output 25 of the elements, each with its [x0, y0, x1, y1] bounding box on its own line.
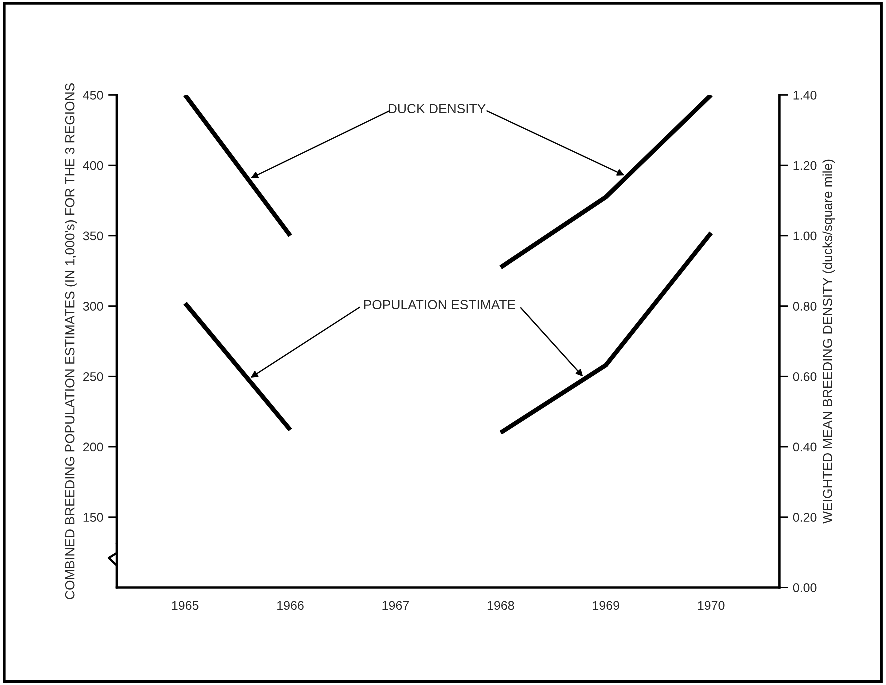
text: POPULATION ESTIMATE	[364, 300, 516, 310]
y2-tick-label: 0.40	[793, 442, 817, 452]
x-tick-label: 1968	[488, 601, 514, 610]
x-tick-label: 1969	[593, 601, 620, 610]
y-tick-label: 450	[83, 91, 104, 100]
y-axis-title: COMBINED BREEDING POPULATION ESTIMATES (IN 1,000's) FOR THE 3 REGIONS	[65, 83, 78, 600]
y2-tick-label: 0.60	[793, 372, 817, 382]
y2-tick-label: 1.20	[794, 161, 817, 170]
y2-tick-label: 0.00	[793, 584, 817, 592]
y-tick-label: 400	[83, 161, 104, 170]
y-tick-label: 350	[83, 232, 104, 241]
y-tick-label: 250	[84, 372, 104, 382]
y2-tick-label: 1.40	[794, 91, 817, 100]
y2-tick-label: 0.20	[793, 513, 817, 522]
y2-tick-label: 1.00	[794, 232, 817, 241]
y-tick-label: 300	[83, 302, 104, 311]
y2-axis-title: WEIGHTED MEAN BREEDING DENSITY (ducks/square mile)	[822, 160, 836, 524]
y-tick-label: 200	[84, 442, 104, 452]
x-tick-label: 1966	[278, 601, 304, 610]
x-tick-label: 1967	[382, 601, 409, 610]
y-tick-label: 150	[84, 513, 104, 522]
text: DUCK DENSITY	[389, 104, 486, 114]
x-tick-label: 1965	[172, 601, 199, 610]
x-tick-label: 1970	[698, 601, 725, 610]
y2-tick-label: 0.80	[793, 302, 817, 311]
